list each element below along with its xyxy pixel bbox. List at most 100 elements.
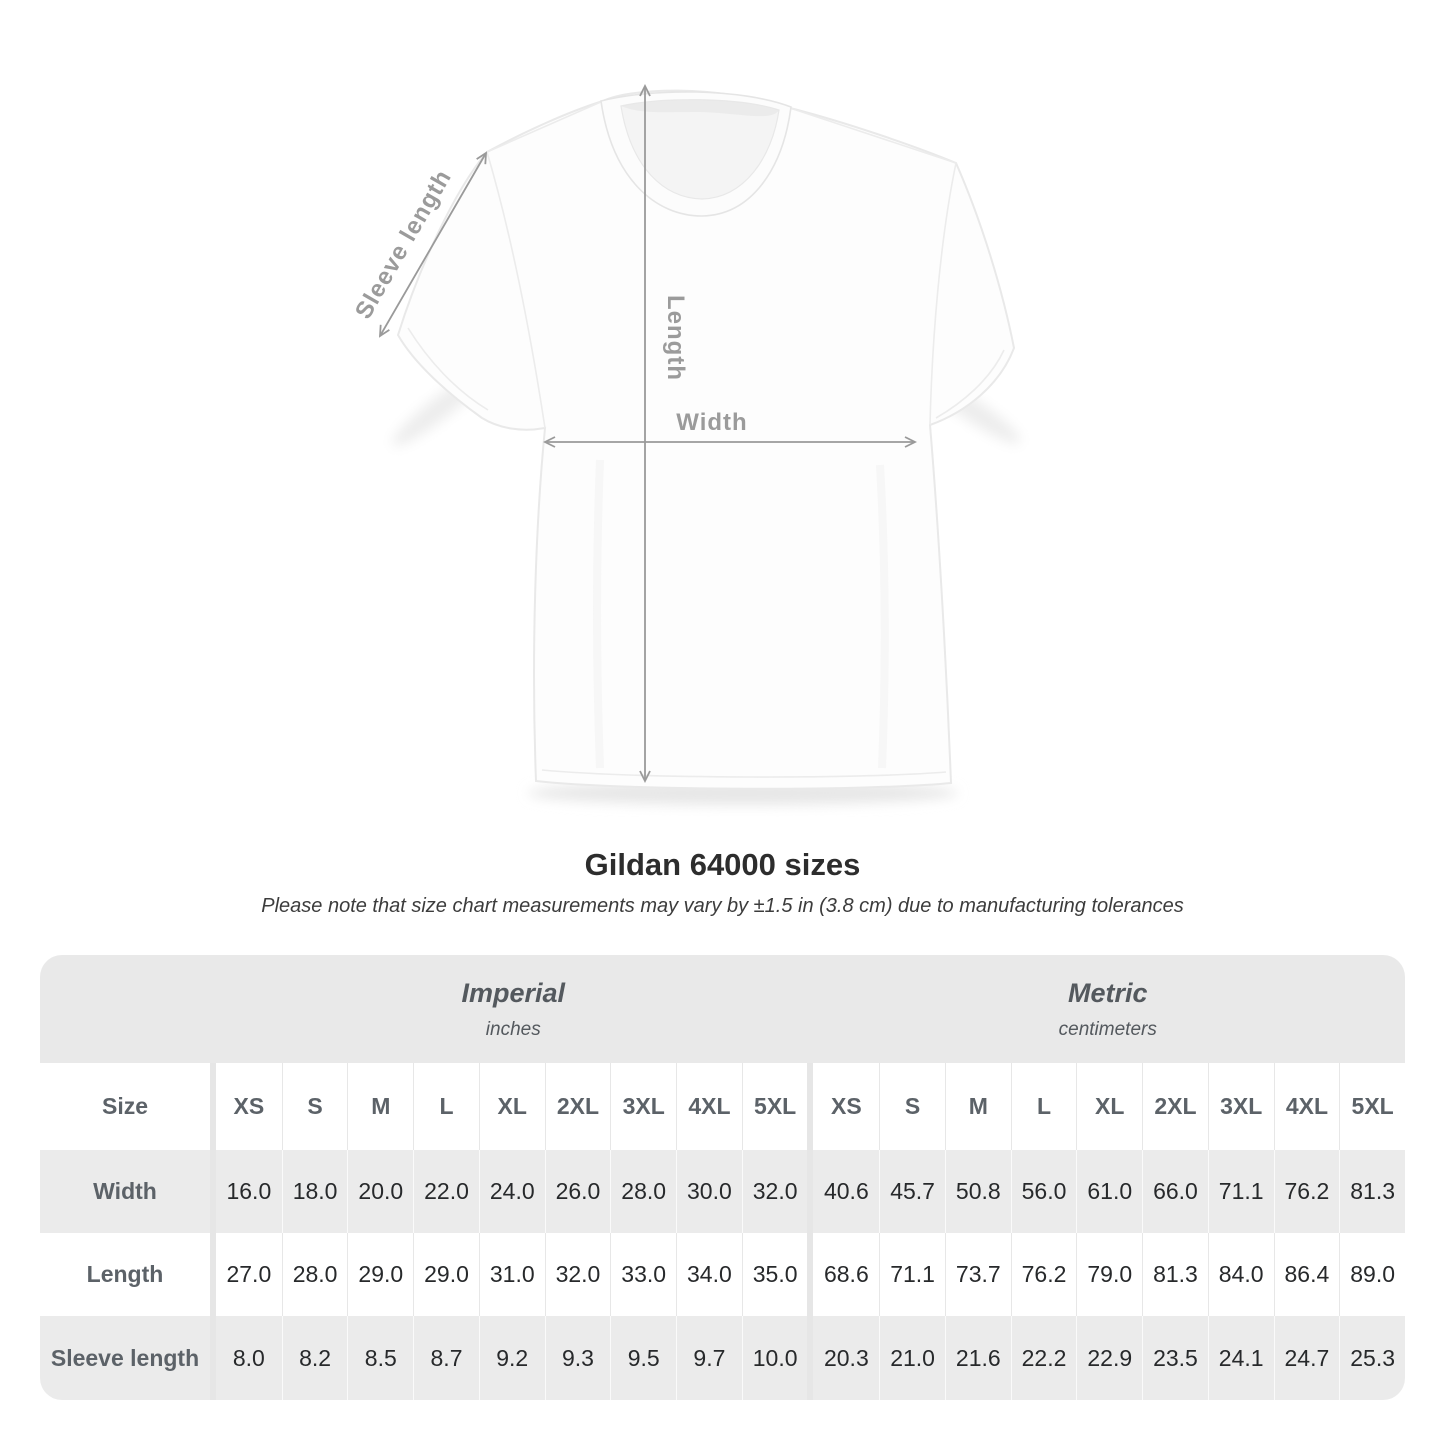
value-cell: 22.9 [1076, 1316, 1143, 1400]
size-header-cell: L [1010, 1063, 1077, 1150]
column-gap [807, 1063, 814, 1150]
value-cell: 61.0 [1076, 1150, 1143, 1233]
size-header-cell: 2XL [544, 1063, 611, 1150]
tshirt-diagram: Sleeve length Length Width [350, 0, 1021, 805]
unit-header-metric: Metric centimeters [811, 977, 1406, 1040]
tshirt-seams [407, 100, 1005, 778]
value-cell: 89.0 [1339, 1233, 1405, 1316]
value-cell: 26.0 [544, 1150, 611, 1233]
size-header-cell: 5XL [1339, 1063, 1405, 1150]
measurement-arrows [380, 86, 915, 781]
value-cell: 24.7 [1273, 1316, 1340, 1400]
size-header-cell: S [879, 1063, 945, 1150]
size-table: Imperial inches Metric centimeters Size X… [40, 955, 1405, 1400]
size-header-cell: XL [1076, 1063, 1143, 1150]
size-header-cell: M [944, 1063, 1011, 1150]
value-cell: 25.3 [1339, 1316, 1405, 1400]
size-header-cell: XS [813, 1063, 880, 1150]
length-label: Length [662, 295, 689, 381]
column-gap [807, 1316, 814, 1400]
size-header-cell: 4XL [1273, 1063, 1340, 1150]
value-cell: 68.6 [813, 1233, 880, 1316]
value-cell: 84.0 [1207, 1233, 1274, 1316]
value-cell: 9.5 [610, 1316, 677, 1400]
value-cell: 81.3 [1339, 1150, 1405, 1233]
size-table-grid: Size XS S M L XL 2XL 3XL 4XL 5XL XS S M L XL 2XL 3XL 4XL 5… [40, 1063, 1405, 1400]
size-header-cell: 5XL [741, 1063, 808, 1150]
value-cell: 24.1 [1207, 1316, 1274, 1400]
size-header-cell: 2XL [1142, 1063, 1208, 1150]
value-cell: 29.0 [347, 1233, 414, 1316]
size-header-cell: S [281, 1063, 348, 1150]
size-header-cell: XL [478, 1063, 545, 1150]
metric-label: Metric [1067, 977, 1148, 1008]
value-cell: 8.5 [347, 1316, 414, 1400]
value-cell: 81.3 [1142, 1233, 1208, 1316]
column-gap [807, 1233, 814, 1316]
imperial-label: Imperial [461, 977, 566, 1008]
tshirt-svg: Sleeve length Length Width [350, 0, 1021, 805]
size-header-cell: 3XL [610, 1063, 677, 1150]
value-cell: 20.3 [813, 1316, 880, 1400]
value-cell: 28.0 [610, 1150, 677, 1233]
value-cell: 24.0 [478, 1150, 545, 1233]
value-cell: 34.0 [676, 1233, 742, 1316]
value-cell: 33.0 [610, 1233, 677, 1316]
page-title: Gildan 64000 sizes [584, 847, 861, 882]
row-label: Length [40, 1233, 210, 1316]
value-cell: 22.0 [413, 1150, 479, 1233]
value-cell: 28.0 [281, 1233, 348, 1316]
value-cell: 8.2 [281, 1316, 348, 1400]
row-label: Sleeve length [40, 1316, 210, 1400]
value-cell: 18.0 [281, 1150, 348, 1233]
value-cell: 21.6 [944, 1316, 1011, 1400]
column-gap [210, 1316, 216, 1400]
value-cell: 76.2 [1273, 1150, 1340, 1233]
value-cell: 16.0 [216, 1150, 282, 1233]
column-gap [210, 1063, 216, 1150]
subtitle: Please note that size chart measurements… [261, 895, 1184, 917]
value-cell: 30.0 [676, 1150, 742, 1233]
tshirt-image [396, 89, 1016, 790]
value-cell: 71.1 [1207, 1150, 1274, 1233]
value-cell: 73.7 [944, 1233, 1011, 1316]
value-cell: 71.1 [879, 1233, 945, 1316]
value-cell: 10.0 [741, 1316, 808, 1400]
value-cell: 21.0 [879, 1316, 945, 1400]
value-cell: 76.2 [1010, 1233, 1077, 1316]
value-cell: 20.0 [347, 1150, 414, 1233]
value-cell: 32.0 [544, 1233, 611, 1316]
value-cell: 45.7 [879, 1150, 945, 1233]
value-cell: 9.2 [478, 1316, 545, 1400]
value-cell: 79.0 [1076, 1233, 1143, 1316]
value-cell: 9.3 [544, 1316, 611, 1400]
value-cell: 31.0 [478, 1233, 545, 1316]
value-cell: 50.8 [944, 1150, 1011, 1233]
row-label: Width [40, 1150, 210, 1233]
size-column-header: Size [40, 1063, 210, 1150]
size-header-cell: 4XL [676, 1063, 742, 1150]
value-cell: 22.2 [1010, 1316, 1077, 1400]
value-cell: 66.0 [1142, 1150, 1208, 1233]
value-cell: 40.6 [813, 1150, 880, 1233]
size-header-cell: XS [216, 1063, 282, 1150]
unit-header: Imperial inches Metric centimeters [40, 955, 1405, 1063]
imperial-unit-label: inches [485, 1018, 541, 1040]
sleeve-length-arrow [380, 153, 486, 336]
value-cell: 29.0 [413, 1233, 479, 1316]
value-cell: 8.0 [216, 1316, 282, 1400]
unit-header-imperial: Imperial inches [216, 977, 811, 1040]
size-header-cell: 3XL [1207, 1063, 1274, 1150]
column-gap [210, 1233, 216, 1316]
value-cell: 23.5 [1142, 1316, 1208, 1400]
tshirt-folds [593, 459, 889, 769]
value-cell: 35.0 [741, 1233, 808, 1316]
column-gap [807, 1150, 814, 1233]
value-cell: 32.0 [741, 1150, 808, 1233]
value-cell: 9.7 [676, 1316, 742, 1400]
metric-unit-label: centimeters [1058, 1018, 1157, 1040]
size-header-cell: M [347, 1063, 414, 1150]
value-cell: 86.4 [1273, 1233, 1340, 1316]
tshirt-collar-shadow [621, 99, 779, 117]
